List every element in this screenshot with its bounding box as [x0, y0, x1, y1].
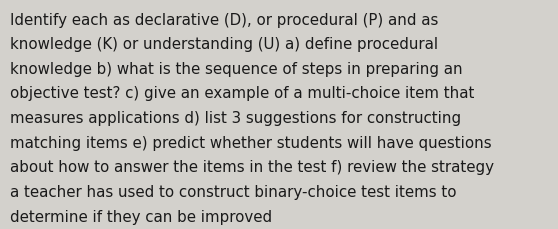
Text: about how to answer the items in the test f) review the strategy: about how to answer the items in the tes… — [10, 160, 494, 174]
Text: knowledge (K) or understanding (U) a) define procedural: knowledge (K) or understanding (U) a) de… — [10, 37, 438, 52]
Text: determine if they can be improved: determine if they can be improved — [10, 209, 272, 224]
Text: knowledge b) what is the sequence of steps in preparing an: knowledge b) what is the sequence of ste… — [10, 62, 463, 76]
Text: objective test? c) give an example of a multi-choice item that: objective test? c) give an example of a … — [10, 86, 474, 101]
Text: measures applications d) list 3 suggestions for constructing: measures applications d) list 3 suggesti… — [10, 111, 461, 125]
Text: matching items e) predict whether students will have questions: matching items e) predict whether studen… — [10, 135, 492, 150]
Text: Identify each as declarative (D), or procedural (P) and as: Identify each as declarative (D), or pro… — [10, 13, 439, 27]
Text: a teacher has used to construct binary-choice test items to: a teacher has used to construct binary-c… — [10, 184, 456, 199]
